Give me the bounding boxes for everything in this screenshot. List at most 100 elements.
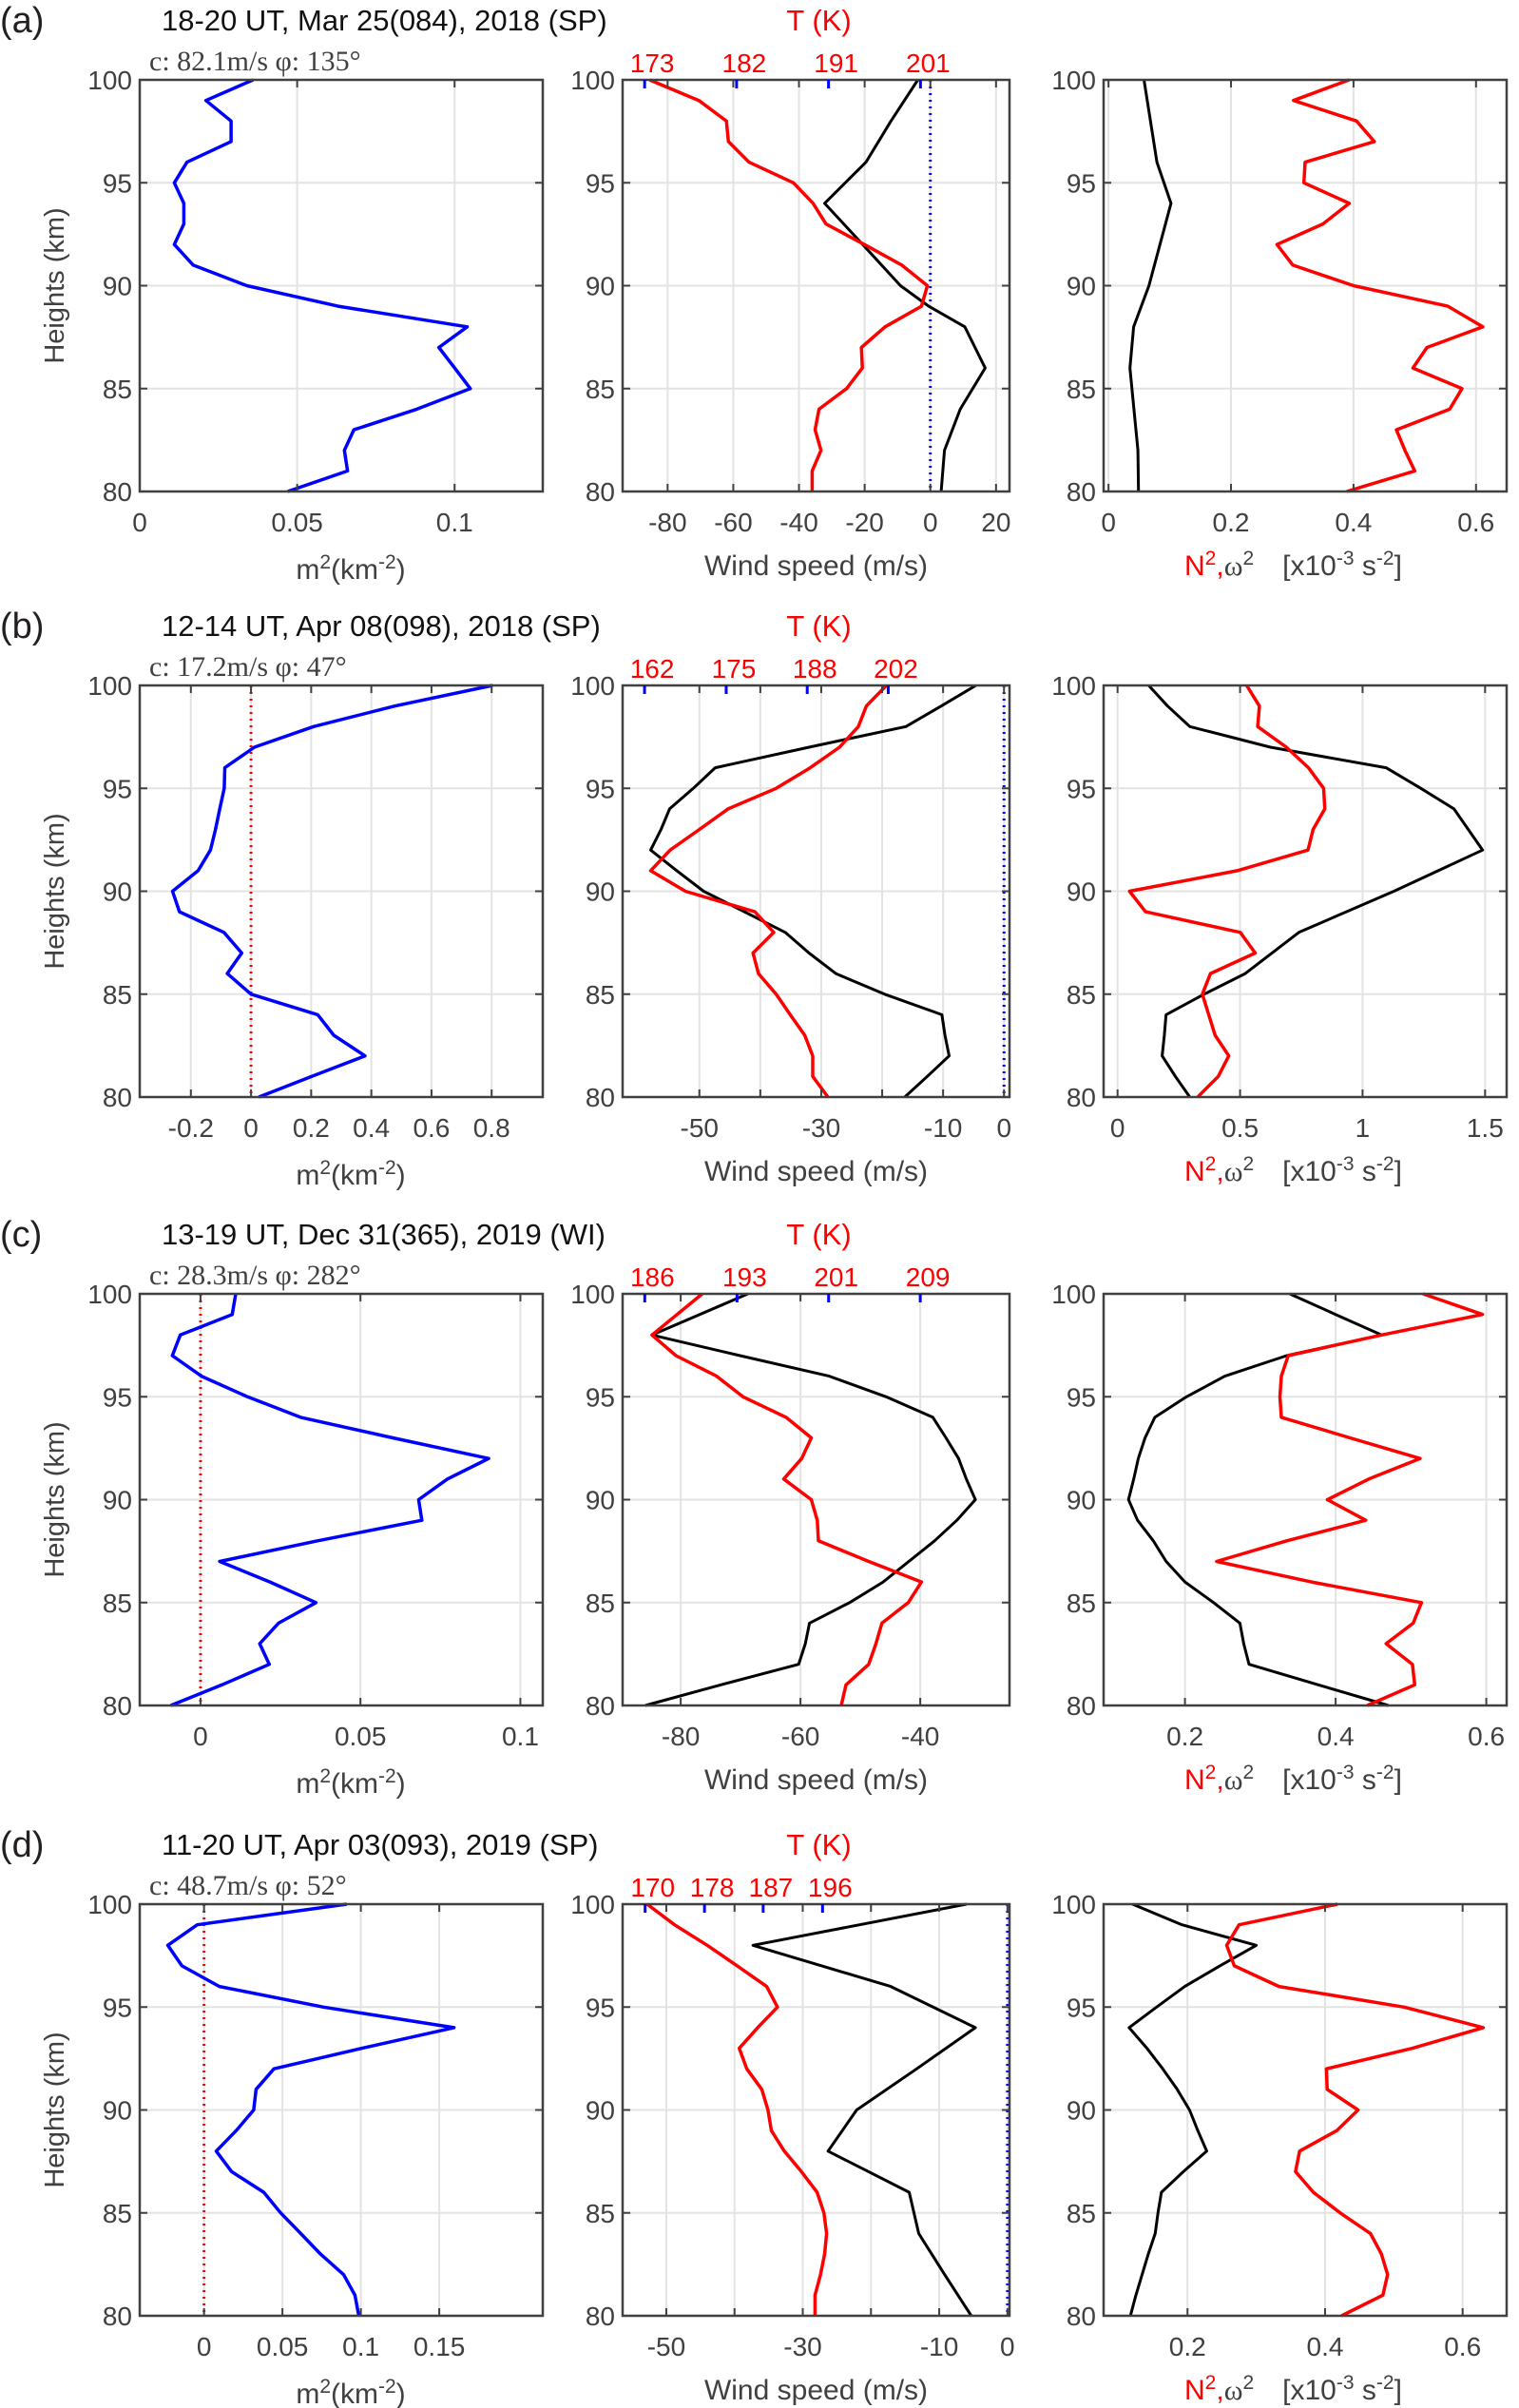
y-tick-label: 85 bbox=[103, 375, 132, 404]
y-tick-label: 100 bbox=[87, 671, 132, 701]
x-tick-label: 0.1 bbox=[436, 508, 473, 537]
x-tick-label: 0 bbox=[193, 1722, 208, 1751]
y-tick-label: 90 bbox=[103, 1486, 132, 1515]
temperature-tick-label: 188 bbox=[793, 654, 837, 684]
x-axis-label-part: 2 bbox=[319, 551, 331, 573]
x-tick-label: -10 bbox=[924, 1113, 962, 1143]
x-tick-label: 0 bbox=[1110, 1113, 1125, 1143]
x-tick-label: 0.05 bbox=[335, 1722, 387, 1751]
panel-b: (b) 12-14 UT, Apr 08(098), 2018 (SP) c: 17… bbox=[0, 607, 1509, 1192]
x-axis-label-part: ] bbox=[1394, 2375, 1402, 2406]
x-axis-label-part: [x10 bbox=[1254, 1764, 1336, 1796]
x-tick-label: -50 bbox=[681, 1113, 719, 1143]
x-axis-label: m2(km-2) bbox=[296, 1157, 405, 1192]
y-tick-label: 95 bbox=[103, 1993, 132, 2022]
x-axis-label-part: , bbox=[1216, 550, 1223, 582]
x-axis-label: m2(km-2) bbox=[296, 551, 405, 587]
temperature-tick-label: 175 bbox=[712, 654, 757, 684]
x-axis-label-part: ) bbox=[396, 554, 406, 586]
x-tick-label: 0.05 bbox=[257, 2332, 309, 2361]
x-axis-label-part: m bbox=[296, 1160, 319, 1191]
subplot-wind: 80 85 90 95 100 -80 -60 -40 186 193 201 209 T (K) Win… bbox=[570, 1218, 1011, 1796]
y-tick-label: 100 bbox=[1051, 1890, 1096, 1919]
y-tick-label: 80 bbox=[586, 1691, 615, 1721]
x-axis-label-part: ] bbox=[1394, 550, 1402, 582]
x-tick-label: -20 bbox=[845, 508, 883, 537]
y-tick-label: 95 bbox=[1067, 774, 1096, 803]
x-tick-label: 0.6 bbox=[413, 1113, 450, 1143]
series-line-tk bbox=[648, 684, 888, 1099]
x-tick-label: 0.1 bbox=[502, 1722, 539, 1751]
x-axis-label-part: ω bbox=[1224, 2375, 1243, 2406]
x-axis-label-part: s bbox=[1355, 2375, 1376, 2406]
x-axis-label-part: 2 bbox=[1242, 1153, 1254, 1175]
x-axis-label-part: N bbox=[1184, 1156, 1205, 1187]
panel-title: 11-20 UT, Apr 03(093), 2019 (SP) bbox=[162, 1828, 599, 1861]
x-tick-label: 0 bbox=[996, 1113, 1011, 1143]
y-tick-label: 80 bbox=[1067, 477, 1096, 507]
y-tick-label: 80 bbox=[586, 2302, 615, 2331]
x-tick-label: 0 bbox=[1000, 2332, 1015, 2361]
x-tick-label: -50 bbox=[647, 2332, 685, 2361]
temperature-tick-label: 201 bbox=[906, 48, 951, 78]
x-axis-label: m2(km-2) bbox=[296, 1765, 405, 1801]
y-tick-label: 95 bbox=[1067, 168, 1096, 198]
x-axis-label-part: s bbox=[1355, 1156, 1376, 1187]
x-axis-label-part: -2 bbox=[378, 1157, 396, 1179]
y-tick-label: 80 bbox=[1067, 2302, 1096, 2331]
panel-d: (d) 11-20 UT, Apr 03(093), 2019 (SP) c: 48… bbox=[0, 1825, 1509, 2408]
x-tick-label: 0.6 bbox=[1468, 1722, 1505, 1751]
x-axis-label: N2,ω2 [x10-3 s-2] bbox=[1184, 1153, 1402, 1188]
y-tick-label: 100 bbox=[87, 1890, 132, 1919]
series-line-m2 bbox=[169, 1293, 490, 1707]
x-axis-label-part: -2 bbox=[1376, 1762, 1394, 1783]
y-tick-label: 85 bbox=[1067, 375, 1096, 404]
y-tick-label: 100 bbox=[570, 1890, 615, 1919]
x-tick-label: 0 bbox=[197, 2332, 212, 2361]
y-tick-label: 85 bbox=[103, 980, 132, 1010]
y-tick-label: 100 bbox=[570, 66, 615, 95]
x-tick-label: -40 bbox=[901, 1722, 939, 1751]
y-tick-label: 90 bbox=[586, 877, 615, 907]
x-axis-label-part: 2 bbox=[319, 1157, 331, 1179]
series-line-omega2 bbox=[1126, 1292, 1390, 1707]
series-line-m2 bbox=[165, 1902, 456, 2317]
x-tick-label: -80 bbox=[662, 1722, 700, 1751]
x-axis-label: N2,ω2 [x10-3 s-2] bbox=[1184, 548, 1402, 583]
x-axis-label-part: 2 bbox=[319, 2376, 331, 2398]
y-tick-label: 95 bbox=[103, 1382, 132, 1412]
x-axis-label-part: ) bbox=[396, 1768, 406, 1800]
x-axis-label-part: -3 bbox=[1336, 2372, 1355, 2394]
x-tick-label: 0.4 bbox=[1307, 2332, 1344, 2361]
x-axis-label: Wind speed (m/s) bbox=[704, 2375, 928, 2406]
subplot-m2: 80 85 90 95 100 0 0.05 0.1 m2(km-2) bbox=[87, 1280, 545, 1801]
panel-letter: (b) bbox=[0, 607, 44, 646]
y-tick-label: 95 bbox=[103, 774, 132, 803]
x-axis-label-part: -2 bbox=[1376, 2372, 1394, 2394]
y-tick-label: 85 bbox=[586, 1589, 615, 1618]
y-tick-label: 85 bbox=[1067, 1589, 1096, 1618]
temperature-tick-label: 182 bbox=[722, 48, 767, 78]
x-axis-label-part: , bbox=[1216, 2375, 1223, 2406]
x-axis-label-part: -2 bbox=[1376, 1153, 1394, 1175]
x-tick-label: 0.2 bbox=[293, 1113, 330, 1143]
x-tick-label: 1.5 bbox=[1467, 1113, 1504, 1143]
y-tick-label: 100 bbox=[87, 1280, 132, 1309]
temperature-axis-label: T (K) bbox=[786, 1218, 851, 1251]
x-tick-label: 0.15 bbox=[413, 2332, 466, 2361]
temperature-tick-label: 196 bbox=[808, 1873, 853, 1902]
y-axis-label: Heights (km) bbox=[40, 207, 70, 363]
panel-subtitle: c: 82.1m/s φ: 135° bbox=[149, 46, 361, 77]
temperature-tick-label: 178 bbox=[690, 1873, 735, 1902]
series-line-wind bbox=[649, 684, 977, 1099]
x-axis-label-part: [x10 bbox=[1254, 1156, 1336, 1187]
x-axis-label-part: [x10 bbox=[1254, 550, 1336, 582]
y-tick-label: 90 bbox=[103, 877, 132, 907]
y-tick-label: 90 bbox=[586, 1486, 615, 1515]
x-axis-label-part: ω bbox=[1224, 550, 1243, 582]
series-line-tk bbox=[648, 78, 930, 491]
x-tick-label: 0.4 bbox=[353, 1113, 390, 1143]
x-axis-label-part: s bbox=[1355, 1764, 1376, 1796]
x-axis-label-part: N bbox=[1184, 2375, 1205, 2406]
